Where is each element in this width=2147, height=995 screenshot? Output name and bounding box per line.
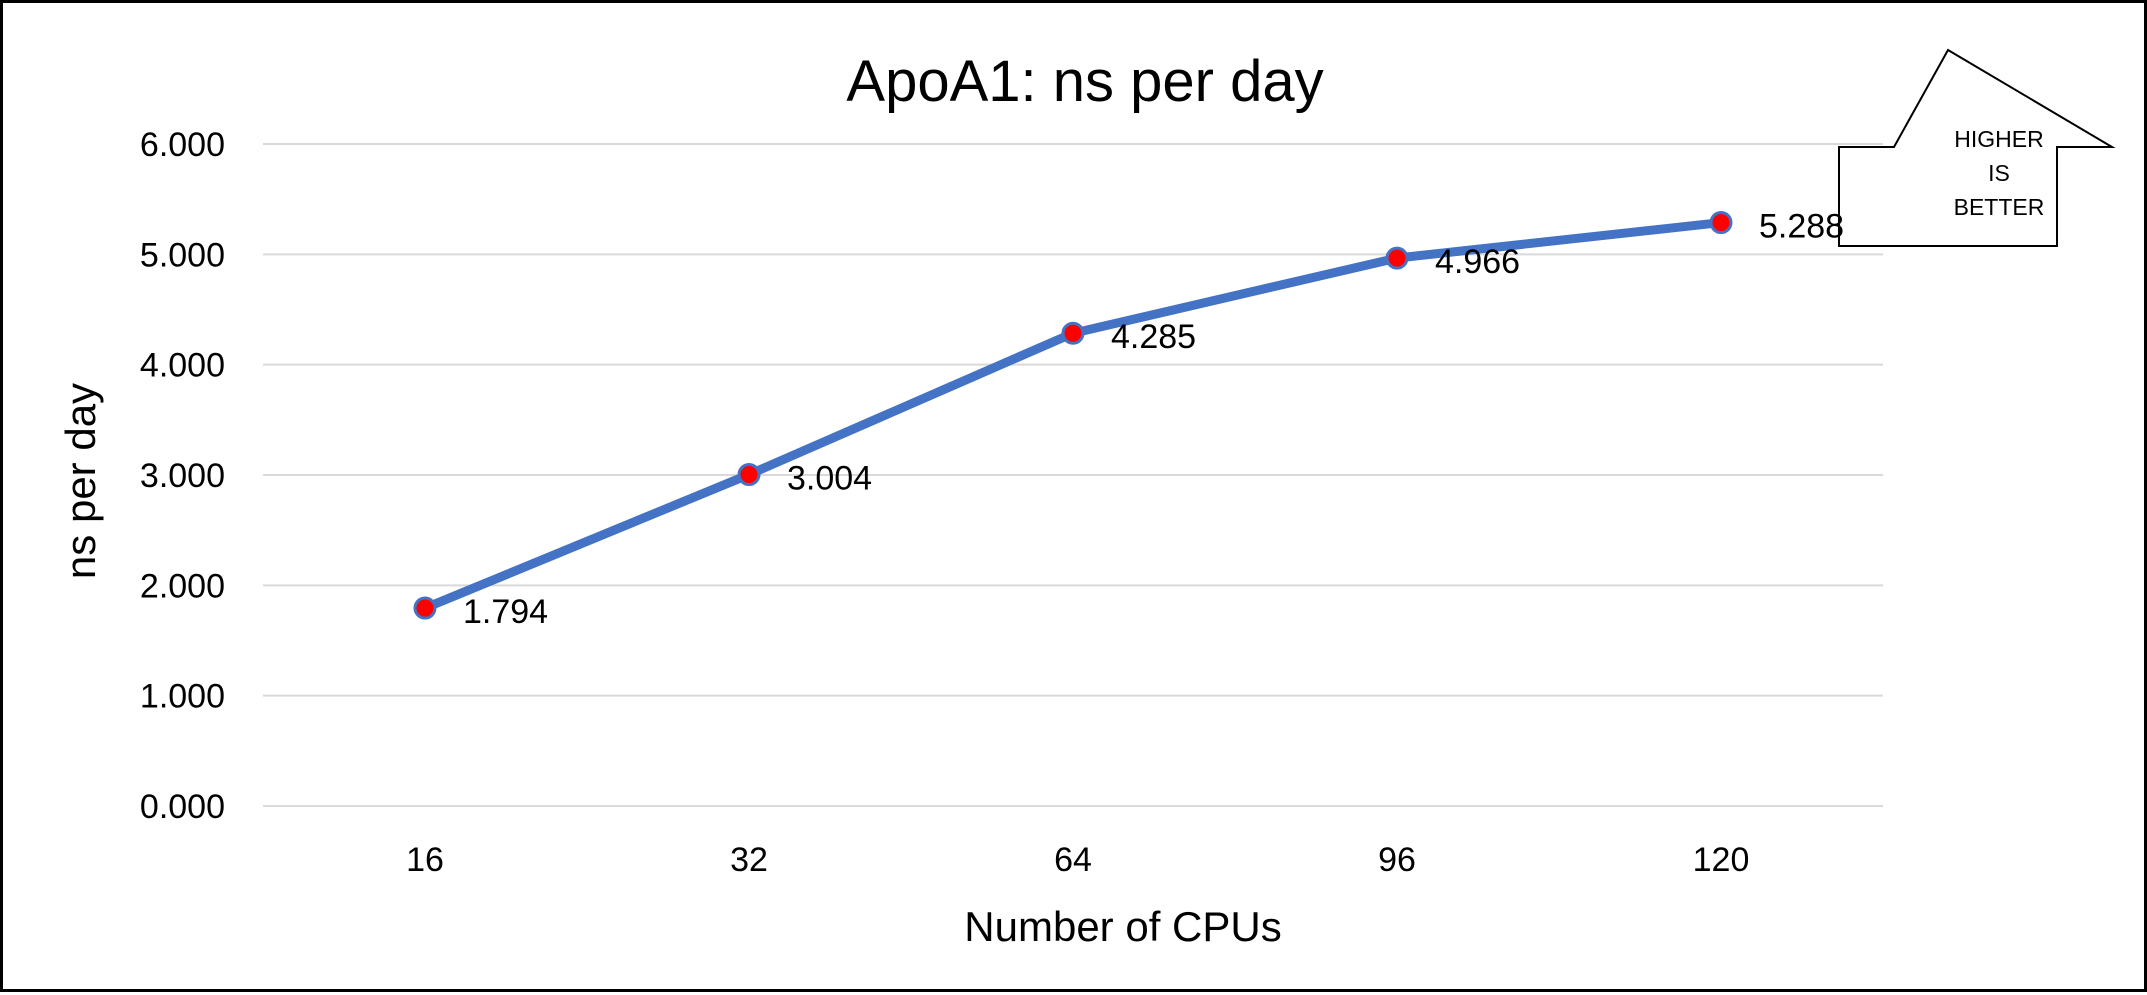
y-tick-label: 4.000 (140, 347, 225, 385)
up-arrow-icon (1838, 48, 2116, 247)
gridlines (263, 143, 1883, 807)
series-line (420, 218, 1726, 613)
badge-line-2: IS (1988, 160, 2010, 186)
badge-line-1: HIGHER (1954, 126, 2043, 152)
data-label: 1.794 (463, 593, 548, 631)
badge-line-3: BETTER (1954, 194, 2045, 220)
data-point (1709, 211, 1733, 235)
x-tick-label: 120 (1693, 841, 1750, 879)
y-tick-label: 0.000 (140, 788, 225, 826)
data-label: 5.288 (1759, 208, 1844, 246)
y-tick-label: 5.000 (140, 236, 225, 274)
data-point (1061, 321, 1085, 345)
data-labels: 1.794 3.004 4.285 4.966 5.288 (463, 208, 1844, 632)
y-tick-label: 3.000 (140, 457, 225, 495)
y-tick-label: 6.000 (140, 126, 225, 164)
chart-title: ApoA1: ns per day (846, 49, 1323, 114)
x-axis-ticks: 16 32 64 96 120 (406, 841, 1749, 879)
data-label: 4.285 (1111, 318, 1196, 356)
x-tick-label: 32 (730, 841, 768, 879)
data-point (1385, 246, 1409, 270)
x-tick-label: 64 (1054, 841, 1092, 879)
line-chart: ApoA1: ns per day 0.000 1.000 2.000 3.000 4.… (57, 48, 2116, 950)
y-axis-ticks: 0.000 1.000 2.000 3.000 4.000 5.000 6.000 (140, 126, 225, 826)
higher-is-better-badge: HIGHER IS BETTER (1838, 48, 2116, 247)
x-axis-title: Number of CPUs (964, 903, 1281, 950)
data-label: 3.004 (787, 460, 872, 498)
data-point (413, 596, 437, 620)
series-ns-per-day (413, 211, 1733, 620)
y-tick-label: 1.000 (140, 678, 225, 716)
x-tick-label: 16 (406, 841, 444, 879)
data-label: 4.966 (1435, 243, 1520, 281)
y-axis-title: ns per day (57, 383, 104, 579)
y-tick-label: 2.000 (140, 567, 225, 605)
data-point (737, 463, 761, 487)
x-tick-label: 96 (1378, 841, 1416, 879)
